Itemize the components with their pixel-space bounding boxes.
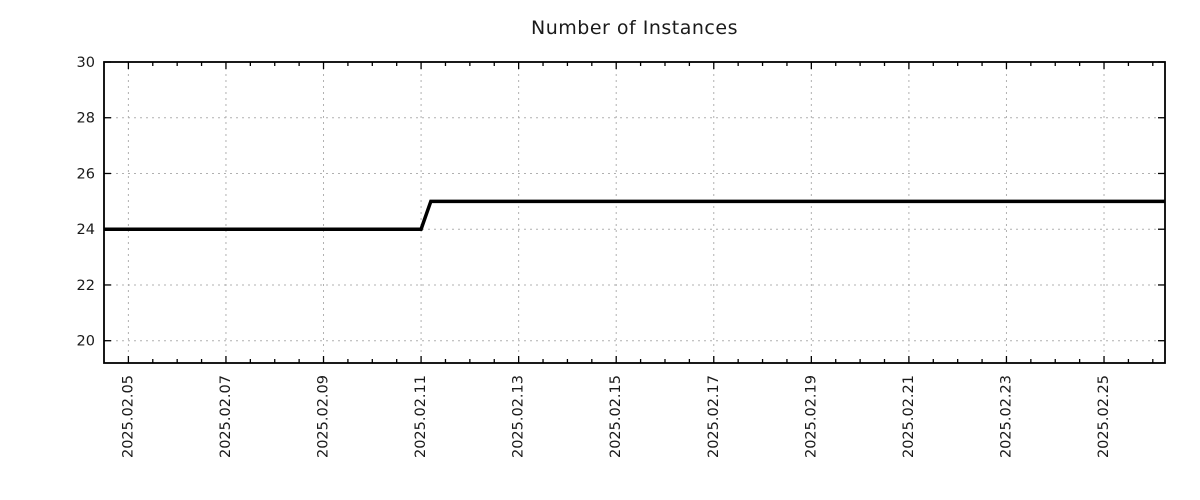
tick-layer [104, 61, 1165, 363]
y-tick-label: 22 [77, 278, 95, 294]
x-tick-label: 2025.02.13 [511, 375, 527, 458]
x-tick-label: 2025.02.23 [998, 375, 1014, 458]
y-tick-label: 24 [77, 222, 95, 238]
x-tick-label: 2025.02.19 [803, 375, 819, 458]
x-tick-label: 2025.02.21 [901, 375, 917, 458]
y-tick-label: 30 [77, 55, 95, 71]
x-tick-label: 2025.02.11 [413, 375, 429, 458]
label-layer: 20 22 24 26 28 30 2025.02.05 2025.02.07 2025.02.… [77, 55, 1112, 458]
y-tick-label: 26 [77, 166, 95, 182]
x-tick-label: 2025.02.05 [120, 375, 136, 458]
grid-layer [104, 62, 1165, 363]
series-line [104, 199, 1165, 231]
frame-layer [103, 61, 1166, 364]
series-layer [104, 199, 1165, 231]
x-tick-label: 2025.02.25 [1096, 375, 1112, 458]
x-tick-label: 2025.02.07 [218, 375, 234, 458]
x-tick-label: 2025.02.09 [316, 375, 332, 458]
x-tick-label: 2025.02.17 [706, 375, 722, 458]
y-tick-label: 28 [77, 111, 95, 127]
y-tick-label: 20 [77, 334, 95, 350]
x-tick-label: 2025.02.15 [608, 375, 624, 458]
plot-frame [103, 61, 1166, 364]
chart-title: Number of Instances [531, 17, 738, 39]
